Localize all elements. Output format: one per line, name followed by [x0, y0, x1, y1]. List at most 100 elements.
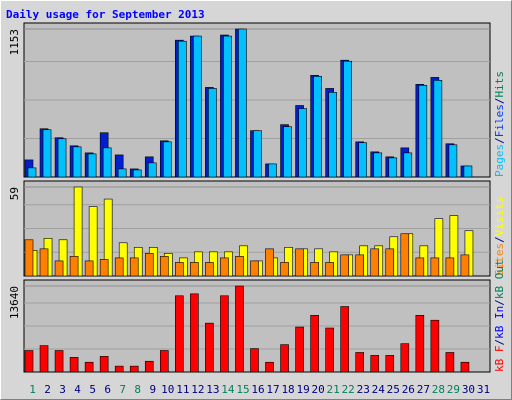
x-tick-label: 22: [342, 383, 355, 396]
legend-entry: Pages: [493, 144, 506, 177]
legend-separator: /: [493, 299, 506, 306]
legend: Pages/Files/Hits: [493, 71, 506, 177]
bar: [325, 262, 334, 277]
bar: [220, 295, 229, 373]
chart-title: Daily usage for September 2013: [6, 8, 205, 21]
x-tick-label: 16: [251, 383, 264, 396]
legend: kB F/kB In/kB Out: [493, 259, 506, 372]
bar: [310, 315, 319, 373]
bar: [280, 344, 289, 373]
bar: [205, 322, 214, 373]
bar: [39, 248, 49, 277]
bar: [102, 147, 112, 178]
x-tick-label: 19: [296, 383, 309, 396]
x-tick-label: 20: [312, 383, 325, 396]
legend-separator: /: [493, 236, 506, 243]
bar: [295, 248, 304, 277]
x-tick-label: 4: [74, 383, 81, 396]
y-tick-label: 1153: [8, 29, 21, 56]
y-tick-label: 59: [8, 187, 21, 200]
bar: [400, 343, 410, 373]
bar: [418, 85, 428, 178]
legend-entry: kB F: [493, 346, 506, 373]
bar: [99, 356, 109, 373]
legend-entry: kB Out: [493, 259, 506, 299]
x-tick-label: 24: [372, 383, 386, 396]
x-tick-label: 6: [104, 383, 111, 396]
bar: [310, 262, 319, 277]
bar: [39, 345, 49, 373]
legend-entry: Sites: [493, 243, 506, 276]
x-tick-label: 26: [402, 383, 415, 396]
bar: [328, 92, 337, 178]
bar: [415, 315, 425, 373]
bar: [325, 327, 334, 373]
x-tick-label: 18: [281, 383, 294, 396]
bar: [385, 248, 395, 277]
x-tick-label: 15: [236, 383, 249, 396]
x-tick-label: 14: [221, 383, 235, 396]
bar: [370, 248, 380, 277]
bar: [87, 153, 97, 178]
x-tick-label: 27: [417, 383, 430, 396]
bar: [72, 146, 82, 178]
x-tick-label: 8: [134, 383, 141, 396]
bar: [460, 254, 470, 277]
bar: [430, 257, 440, 277]
legend-separator: /: [493, 339, 506, 346]
x-tick-label: 2: [44, 383, 51, 396]
bar: [373, 152, 383, 178]
x-tick-label: 28: [432, 383, 445, 396]
x-tick-label: 25: [387, 383, 400, 396]
x-tick-label: 7: [119, 383, 126, 396]
bar: [355, 352, 365, 373]
x-tick-label: 1: [29, 383, 36, 396]
bar: [250, 348, 259, 373]
bar: [24, 350, 34, 373]
legend-separator: /: [493, 98, 506, 105]
bar: [340, 254, 349, 277]
legend: Sites/Visits: [493, 197, 506, 277]
bar: [69, 256, 79, 277]
bar: [84, 361, 94, 373]
bar: [190, 262, 199, 277]
x-tick-label: 3: [59, 383, 66, 396]
bar: [129, 365, 139, 373]
bar: [298, 108, 307, 178]
bar: [175, 295, 184, 373]
bar: [129, 257, 139, 277]
x-tick-label: 21: [327, 383, 340, 396]
bar: [159, 256, 169, 277]
bar: [117, 168, 127, 178]
bar: [415, 257, 425, 277]
bar: [343, 60, 352, 178]
bar: [265, 248, 274, 277]
bar: [283, 126, 292, 178]
bar: [205, 262, 214, 277]
bar: [445, 352, 455, 373]
bar: [460, 361, 470, 373]
bar: [358, 142, 368, 178]
bar: [355, 254, 365, 277]
bar: [448, 144, 458, 178]
legend-entry: kB In: [493, 306, 506, 339]
x-tick-label: 13: [206, 383, 219, 396]
bar: [220, 257, 229, 277]
bar: [162, 141, 172, 178]
bar: [370, 355, 380, 373]
bar: [385, 355, 395, 373]
bar: [114, 257, 124, 277]
bar: [253, 130, 262, 178]
bar: [193, 35, 202, 178]
bar: [69, 357, 79, 373]
bar: [84, 260, 94, 277]
bar: [400, 233, 410, 277]
bar: [144, 253, 154, 277]
bar: [114, 365, 124, 373]
bar: [388, 157, 398, 178]
x-tick-label: 29: [447, 383, 460, 396]
bar: [313, 76, 322, 178]
bar: [175, 262, 184, 277]
